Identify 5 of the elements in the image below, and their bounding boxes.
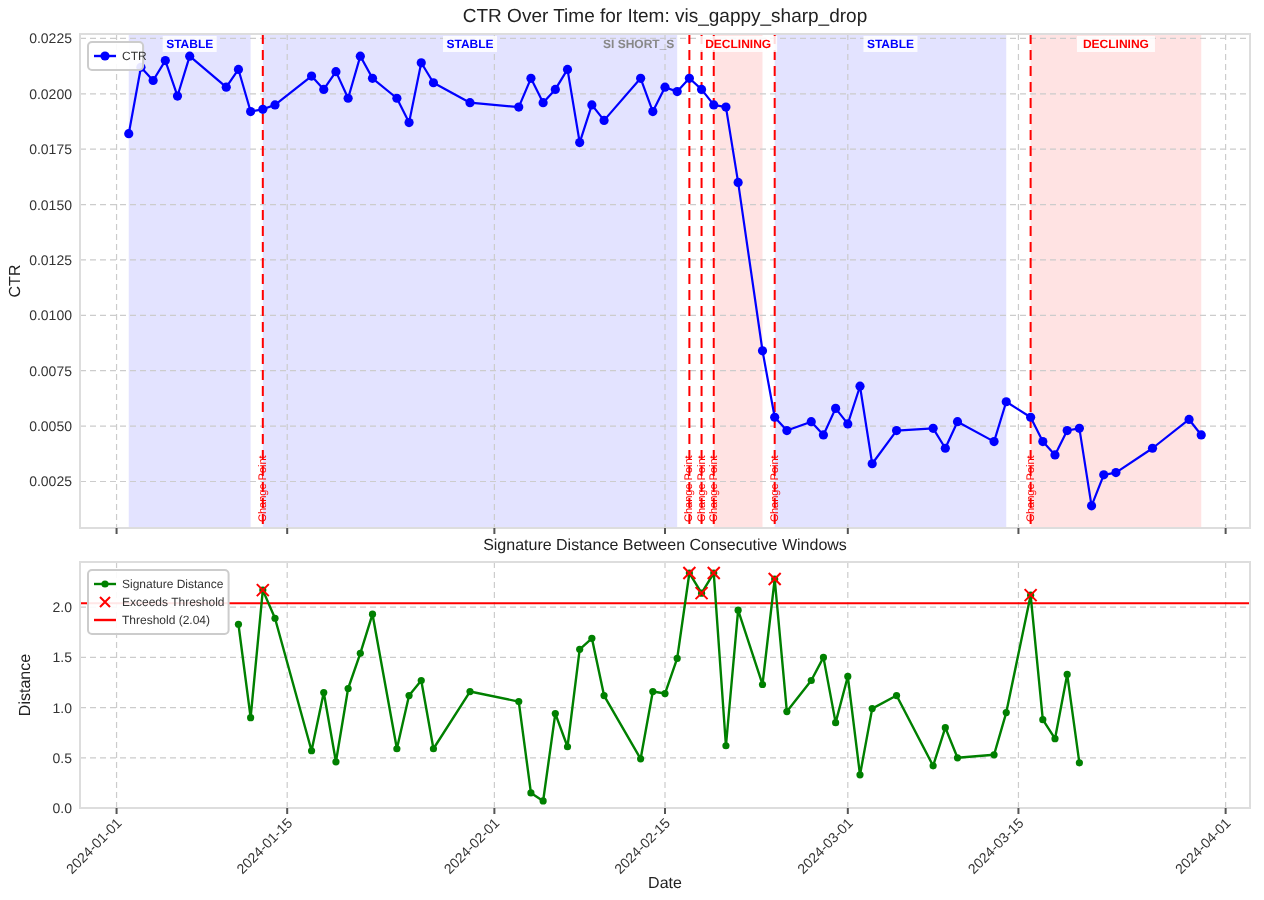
y-axis-title: CTR (6, 264, 24, 298)
x-axis-title: Date (648, 874, 683, 892)
chart-title: Signature Distance Between Consecutive Windows (483, 536, 847, 554)
y-axis-title: Distance (16, 652, 34, 717)
chart-title: CTR Over Time for Item: vis_gappy_sharp_drop (462, 6, 868, 28)
